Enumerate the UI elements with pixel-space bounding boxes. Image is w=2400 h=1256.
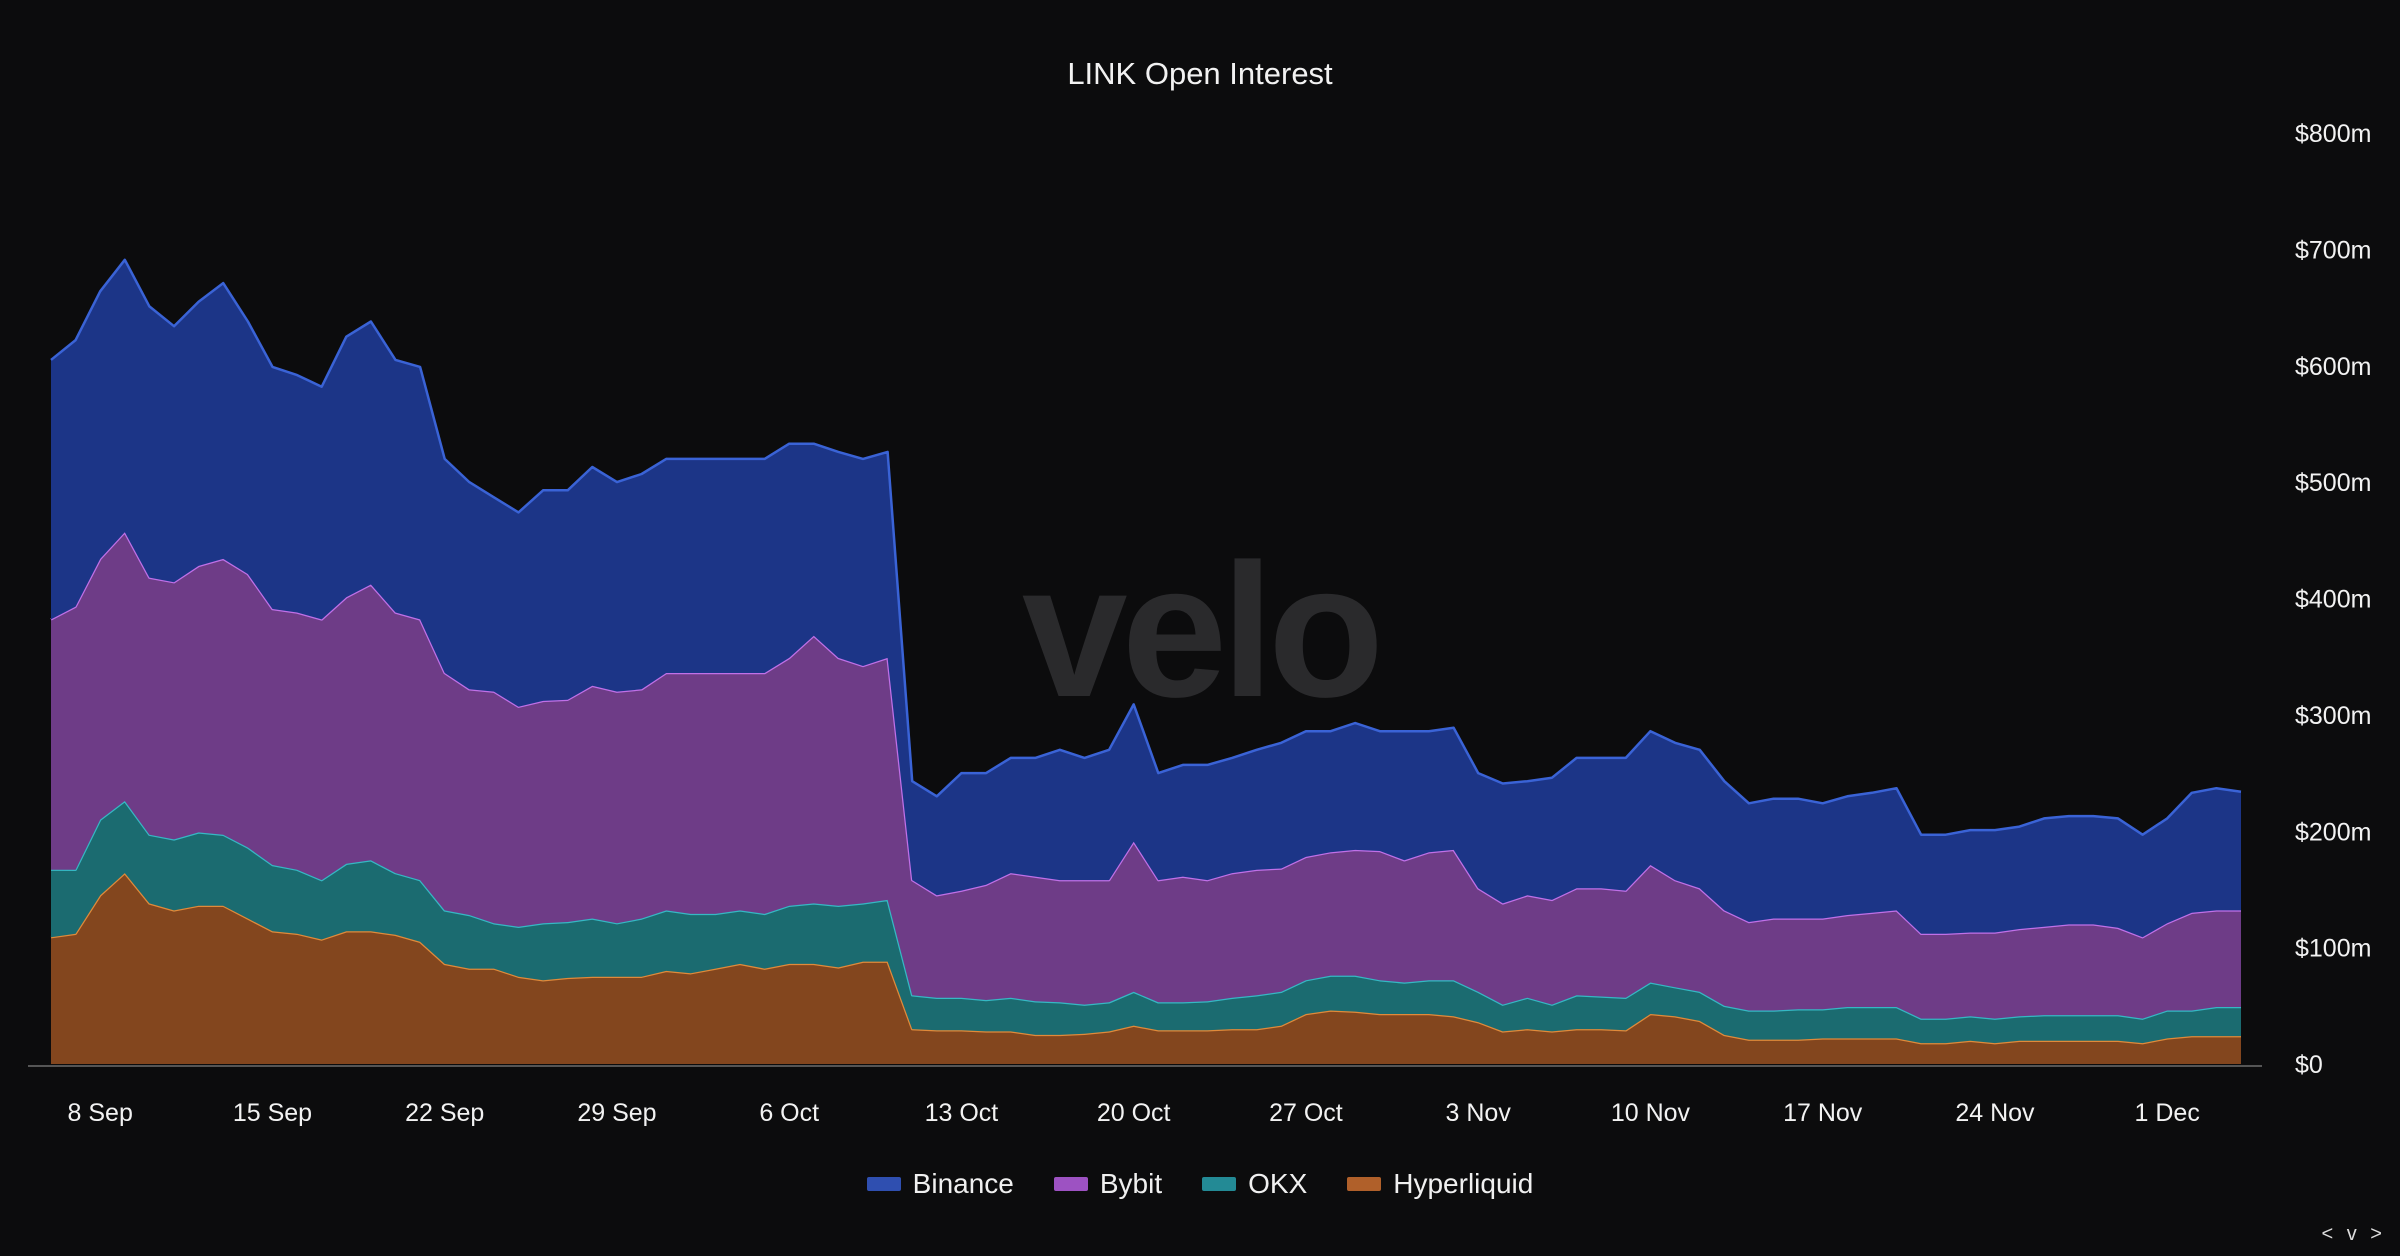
stacked-areas	[50, 258, 2242, 1064]
x-tick-label: 20 Oct	[1097, 1099, 1171, 1127]
binance-line	[50, 258, 2242, 836]
x-tick-label: 22 Sep	[405, 1099, 484, 1127]
x-tick-label: 17 Nov	[1783, 1099, 1863, 1127]
velo-watermark: velo	[1022, 525, 1378, 737]
x-axis: 8 Sep 15 Sep 22 Sep 29 Sep 6 Oct 13 Oct 20 Oct…	[68, 1099, 2200, 1127]
y-tick-label: $600m	[2295, 353, 2371, 381]
legend-item-hyperliquid[interactable]: Hyperliquid	[1347, 1168, 1533, 1200]
x-tick-label: 13 Oct	[925, 1099, 999, 1127]
bybit-area	[51, 532, 2241, 1019]
x-tick-label: 10 Nov	[1611, 1099, 1691, 1127]
y-tick-label: $800m	[2295, 120, 2371, 148]
hyperliquid-area	[51, 873, 2241, 1064]
legend: Binance Bybit OKX Hyperliquid	[0, 1168, 2400, 1200]
binance-area	[51, 259, 2241, 938]
x-tick-label: 3 Nov	[1446, 1099, 1512, 1127]
x-tick-label: 8 Sep	[68, 1099, 133, 1127]
open-interest-chart: LINK Open Interest velo $0 $100m $200m $300…	[28, 56, 2371, 1127]
binance-swatch	[866, 1177, 901, 1191]
x-tick-label: 1 Dec	[2135, 1099, 2200, 1127]
legend-label: OKX	[1248, 1168, 1308, 1199]
chart-title: LINK Open Interest	[1067, 56, 1333, 91]
bybit-swatch	[1053, 1177, 1088, 1191]
x-tick-label: 6 Oct	[759, 1099, 819, 1127]
legend-label: Bybit	[1099, 1168, 1163, 1199]
okx-swatch	[1202, 1177, 1237, 1191]
chart-nav-controls[interactable]: < v >	[2321, 1223, 2386, 1245]
legend-item-binance[interactable]: Binance	[866, 1168, 1014, 1200]
x-tick-label: 15 Sep	[233, 1099, 312, 1127]
legend-item-bybit[interactable]: Bybit	[1053, 1168, 1163, 1200]
y-tick-label: $200m	[2295, 818, 2371, 846]
legend-label: Binance	[912, 1168, 1014, 1199]
y-tick-label: $500m	[2295, 469, 2371, 497]
y-axis: $0 $100m $200m $300m $400m $500m $600m $700m $80…	[2295, 120, 2371, 1079]
x-tick-label: 27 Oct	[1269, 1099, 1343, 1127]
y-tick-label: $0	[2295, 1051, 2323, 1079]
hyperliquid-swatch	[1347, 1177, 1382, 1191]
legend-item-okx[interactable]: OKX	[1202, 1168, 1307, 1200]
x-tick-label: 24 Nov	[1955, 1099, 2035, 1127]
y-tick-label: $700m	[2295, 236, 2371, 264]
x-tick-label: 29 Sep	[577, 1099, 656, 1127]
y-tick-label: $100m	[2295, 935, 2371, 963]
legend-label: Hyperliquid	[1393, 1168, 1534, 1199]
y-tick-label: $400m	[2295, 586, 2371, 614]
y-tick-label: $300m	[2295, 702, 2371, 730]
